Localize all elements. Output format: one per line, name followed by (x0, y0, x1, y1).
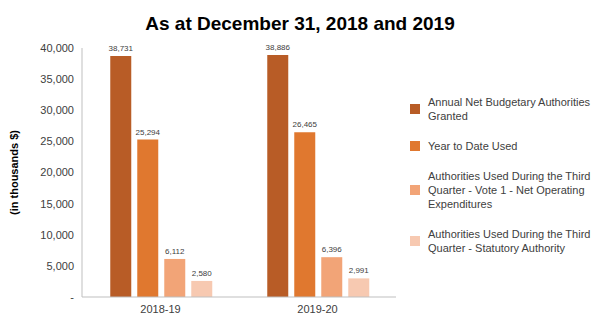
svg-text:6,396: 6,396 (322, 245, 343, 254)
svg-text:2018-19: 2018-19 (140, 303, 180, 315)
svg-text:15,000: 15,000 (40, 198, 74, 210)
svg-text:-: - (70, 291, 74, 303)
svg-text:10,000: 10,000 (40, 229, 74, 241)
html-text:Authorities Used During the Th: Authorities Used During the Third Quarte… (428, 169, 591, 210)
html-text:Annual Net Budgetary Authoriti: Annual Net Budgetary Authorities Granted (428, 95, 590, 122)
svg-text:38,731: 38,731 (109, 44, 134, 53)
svg-text:38,886: 38,886 (266, 43, 291, 52)
svg-text:40,000: 40,000 (40, 42, 74, 54)
svg-text:25,000: 25,000 (40, 135, 74, 147)
svg-text:35,000: 35,000 (40, 73, 74, 85)
svg-text:(in thousands $): (in thousands $) (8, 130, 20, 215)
html-text:As at December 31, 2018 and 20: As at December 31, 2018 and 2019 (145, 13, 455, 34)
svg-text:26,465: 26,465 (293, 120, 318, 129)
svg-text:25,294: 25,294 (136, 128, 161, 137)
html-text:Year to Date Used: Year to Date Used (428, 139, 518, 152)
svg-text:5,000: 5,000 (46, 260, 74, 272)
html-text:Authorities Used During the Th: Authorities Used During the Third Quarte… (428, 227, 591, 254)
svg-text:2,580: 2,580 (192, 269, 213, 278)
svg-text:30,000: 30,000 (40, 104, 74, 116)
svg-text:2,991: 2,991 (349, 266, 370, 275)
svg-text:2019-20: 2019-20 (297, 303, 337, 315)
svg-text:6,112: 6,112 (165, 247, 185, 256)
svg-text:20,000: 20,000 (40, 166, 74, 178)
